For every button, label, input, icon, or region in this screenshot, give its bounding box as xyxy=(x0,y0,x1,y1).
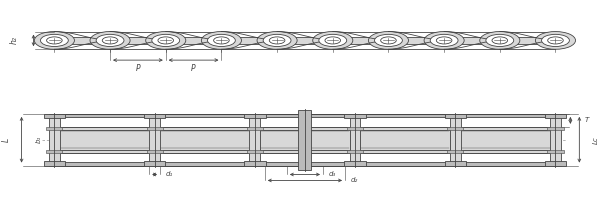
Bar xyxy=(55,150,556,153)
Ellipse shape xyxy=(380,37,396,44)
Bar xyxy=(44,114,65,118)
Ellipse shape xyxy=(146,32,186,49)
Ellipse shape xyxy=(34,32,74,49)
Text: P: P xyxy=(136,64,140,73)
Ellipse shape xyxy=(257,32,297,49)
Ellipse shape xyxy=(102,37,118,44)
Bar xyxy=(59,130,150,150)
Bar xyxy=(46,127,62,130)
Bar xyxy=(144,161,166,166)
Bar xyxy=(545,114,566,118)
Ellipse shape xyxy=(313,32,353,49)
Ellipse shape xyxy=(319,34,347,46)
Bar xyxy=(146,127,163,130)
Bar xyxy=(49,114,60,166)
Bar xyxy=(247,150,263,153)
Bar xyxy=(55,114,556,117)
Ellipse shape xyxy=(424,32,464,49)
Ellipse shape xyxy=(325,37,341,44)
Ellipse shape xyxy=(47,37,62,44)
Bar xyxy=(55,37,556,44)
Bar xyxy=(550,114,561,166)
Bar xyxy=(247,127,263,130)
Ellipse shape xyxy=(263,34,291,46)
Bar xyxy=(360,130,451,150)
Bar xyxy=(144,114,166,118)
Text: Lc: Lc xyxy=(593,136,599,144)
Text: d₂: d₂ xyxy=(351,177,358,183)
Ellipse shape xyxy=(430,34,458,46)
Bar xyxy=(545,161,566,166)
Bar xyxy=(447,127,463,130)
Ellipse shape xyxy=(208,34,235,46)
Bar xyxy=(445,114,466,118)
Ellipse shape xyxy=(40,34,68,46)
Bar xyxy=(344,161,366,166)
Ellipse shape xyxy=(368,32,409,49)
Text: d₃: d₃ xyxy=(329,171,336,177)
Bar xyxy=(347,127,363,130)
Ellipse shape xyxy=(269,37,285,44)
Bar xyxy=(547,127,563,130)
Text: d₁: d₁ xyxy=(166,171,173,177)
Bar xyxy=(250,114,260,166)
Bar xyxy=(347,150,363,153)
Ellipse shape xyxy=(548,37,563,44)
Text: L: L xyxy=(2,138,11,142)
Bar xyxy=(244,161,266,166)
Bar xyxy=(547,150,563,153)
Text: T: T xyxy=(585,117,589,123)
Bar xyxy=(55,127,556,130)
Ellipse shape xyxy=(486,34,514,46)
Bar xyxy=(260,130,350,150)
Ellipse shape xyxy=(480,32,520,49)
Bar xyxy=(244,114,266,118)
Bar xyxy=(447,150,463,153)
Ellipse shape xyxy=(542,34,569,46)
Bar xyxy=(460,130,551,150)
Ellipse shape xyxy=(214,37,229,44)
Ellipse shape xyxy=(492,37,508,44)
Bar xyxy=(298,110,311,170)
Ellipse shape xyxy=(535,32,575,49)
Bar xyxy=(344,114,366,118)
Bar xyxy=(44,161,65,166)
Ellipse shape xyxy=(202,32,241,49)
Ellipse shape xyxy=(158,37,173,44)
Ellipse shape xyxy=(436,37,452,44)
Ellipse shape xyxy=(152,34,179,46)
Bar xyxy=(55,162,556,166)
Bar xyxy=(445,161,466,166)
Bar xyxy=(146,150,163,153)
Ellipse shape xyxy=(374,34,403,46)
Bar xyxy=(450,114,461,166)
Text: b₁: b₁ xyxy=(35,136,41,143)
Bar xyxy=(350,114,361,166)
Bar xyxy=(46,150,62,153)
Text: P: P xyxy=(191,64,196,73)
Ellipse shape xyxy=(96,34,124,46)
Bar xyxy=(149,114,160,166)
Ellipse shape xyxy=(90,32,130,49)
Text: h₂: h₂ xyxy=(10,36,19,44)
Bar xyxy=(160,130,250,150)
